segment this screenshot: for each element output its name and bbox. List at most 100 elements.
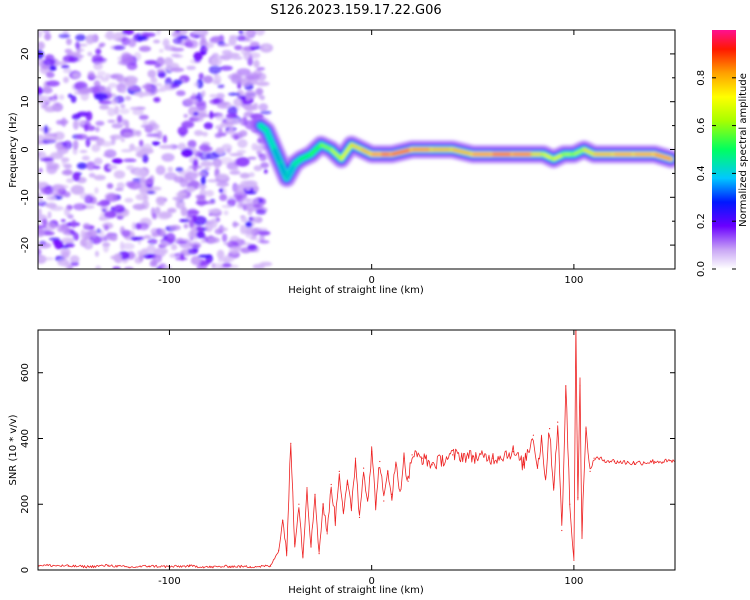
snr-data-point (326, 533, 328, 535)
noise-blob (258, 103, 269, 111)
snr-data-point (536, 467, 539, 469)
noise-blob (220, 121, 234, 128)
noise-blob (38, 135, 44, 142)
noise-blob (232, 167, 239, 172)
snr-data-point (354, 457, 357, 459)
noise-blob (88, 172, 96, 178)
noise-blob (196, 102, 207, 111)
noise-blob (60, 245, 69, 249)
noise-blob (121, 242, 135, 250)
snr-x-tick-label: 0 (368, 576, 374, 587)
snr-data-point (579, 385, 581, 387)
noise-blob (193, 82, 199, 87)
snr-data-point (403, 457, 405, 459)
snr-data-point (375, 503, 377, 505)
noise-blob (199, 144, 210, 152)
noise-blob (93, 157, 103, 165)
snr-data-point (522, 464, 524, 466)
snr-data-point (278, 549, 280, 551)
noise-blob (121, 118, 127, 126)
noise-blob (152, 254, 162, 263)
snr-data-point (363, 467, 365, 469)
noise-blob (111, 98, 118, 105)
noise-blob (71, 219, 77, 229)
snr-x-tick-label: -100 (158, 576, 181, 587)
noise-blob (114, 105, 120, 116)
noise-blob (171, 243, 178, 251)
noise-blob (85, 161, 96, 171)
noise-blob (134, 168, 148, 178)
noise-blob (108, 82, 118, 89)
spectrogram-noise-field (38, 30, 274, 269)
noise-blob (205, 258, 212, 264)
noise-blob (176, 90, 186, 97)
spectrogram-signal-ridge (251, 116, 675, 188)
noise-blob (175, 240, 188, 244)
spectrogram-x-tick-label: 0 (368, 275, 374, 286)
snr-data-point (294, 543, 296, 545)
ridge-peak-segment (265, 129, 276, 151)
snr-data-point (88, 566, 90, 568)
noise-blob (61, 159, 67, 167)
noise-blob (250, 236, 258, 240)
noise-blob (202, 131, 208, 137)
noise-blob (64, 261, 71, 269)
noise-blob (99, 42, 106, 47)
noise-blob (186, 186, 196, 193)
noise-blob (200, 161, 214, 167)
noise-blob (213, 159, 221, 170)
noise-blob (99, 104, 110, 110)
noise-blob (116, 182, 125, 189)
noise-blob (62, 67, 72, 74)
noise-blob (223, 242, 233, 246)
noise-blob (155, 165, 166, 176)
snr-x-axis-label: Height of straight line (km) (288, 585, 424, 596)
noise-blob (46, 80, 60, 87)
noise-blob (136, 35, 148, 41)
noise-blob (136, 206, 144, 211)
noise-blob (38, 86, 44, 96)
noise-blob (121, 36, 130, 46)
noise-blob (245, 228, 258, 235)
noise-blob (154, 83, 163, 87)
noise-blob (94, 187, 99, 194)
noise-blob (169, 224, 181, 231)
noise-blob (229, 35, 238, 39)
noise-blob (61, 65, 70, 69)
snr-data-point (421, 457, 423, 459)
noise-blob (194, 59, 201, 63)
noise-blob (228, 92, 241, 96)
noise-blob (177, 126, 189, 136)
snr-y-tick-label: 400 (20, 429, 31, 448)
snr-data-point (613, 460, 615, 463)
noise-blob (185, 97, 198, 105)
noise-blob (187, 231, 192, 238)
noise-blob (97, 70, 106, 76)
snr-data-point (589, 470, 591, 472)
snr-data-point (399, 490, 401, 492)
noise-blob (45, 162, 59, 170)
noise-blob (156, 69, 165, 73)
noise-blob (202, 47, 209, 52)
noise-blob (87, 51, 93, 57)
noise-blob (240, 78, 251, 87)
noise-blob (109, 134, 124, 140)
noise-blob (41, 257, 55, 261)
noise-blob (121, 229, 131, 238)
snr-data-point (512, 451, 514, 453)
noise-blob (93, 62, 103, 70)
noise-blob (217, 127, 223, 138)
noise-blob (81, 155, 90, 161)
spectrogram-y-tick-label: 0 (20, 146, 31, 152)
noise-blob (240, 197, 251, 202)
noise-blob (147, 69, 157, 78)
noise-blob (56, 146, 69, 155)
noise-blob (130, 106, 138, 111)
noise-blob (72, 172, 80, 181)
spectrogram-x-axis-label: Height of straight line (km) (288, 285, 424, 296)
noise-blob (77, 87, 91, 95)
noise-blob (153, 97, 161, 103)
noise-blob (124, 197, 134, 203)
noise-blob (163, 234, 168, 240)
